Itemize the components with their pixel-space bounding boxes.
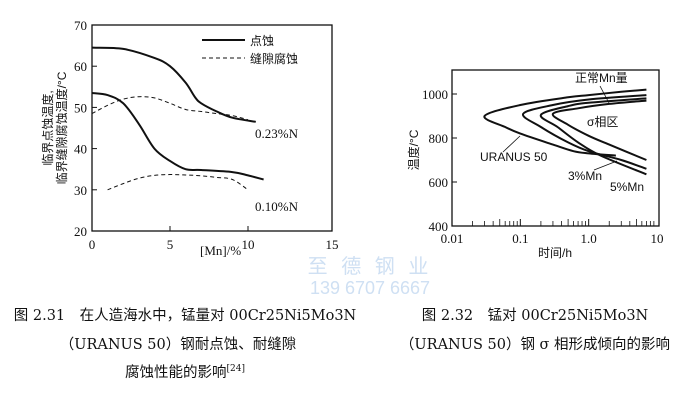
- x-tick-label: 10: [242, 237, 255, 252]
- x-tick-label: 0.01: [441, 231, 464, 246]
- x-tick-label: 10: [651, 231, 664, 246]
- annotation-sigma-region: σ相区: [587, 115, 618, 129]
- watermark-phone: 139 6707 6667: [309, 278, 431, 298]
- annotation-leader: [593, 160, 618, 171]
- plot-frame: [91, 24, 333, 232]
- y-tick-label: 60: [74, 59, 87, 74]
- annotation-3mn: 3%Mn: [568, 169, 602, 183]
- caption-left-text: 腐蚀性能的影响: [125, 365, 227, 381]
- series-solid-010: [91, 91, 264, 181]
- y-tick-label: 30: [74, 183, 87, 198]
- x-tick-label: 0: [89, 237, 96, 252]
- annotation-5mn: 5%Mn: [610, 180, 644, 194]
- y-axis-label-2: 临界缝隙腐蚀温度/°C: [54, 71, 69, 184]
- annotation-023N: 0.23%N: [255, 126, 299, 141]
- series-dashed-023: [91, 96, 249, 121]
- x-tick-label: 0.1: [512, 231, 528, 246]
- caption-right-line1: 图 2.32 锰对 00Cr25Ni5Mo3N: [421, 308, 649, 324]
- y-tick-label: 600: [429, 175, 449, 190]
- caption-left-line1: 图 2.31 在人造海水中，锰量对 00Cr25Ni5Mo3N: [13, 308, 357, 324]
- caption-left-line2: （URANUS 50）钢耐点蚀、耐缝隙: [59, 337, 297, 353]
- series-dashed-010: [107, 174, 249, 191]
- y-tick-label: 70: [74, 18, 87, 33]
- chart-mn-corrosion: 20 30 40 50 60 70 0 5 10 15 点蚀 缝隙腐蚀 0.23%N 0.10%N…: [40, 18, 339, 258]
- c-curve-3mn: [522, 94, 647, 170]
- caption-right-line2: （URANUS 50）钢 σ 相形成倾向的影响: [399, 337, 671, 353]
- legend-crevice: 缝隙腐蚀: [250, 51, 298, 66]
- chart-sigma-phase: 400 600 800 1000 0.01 0.1 1.0 10 正常Mn量 σ相区 URAN…: [406, 69, 664, 260]
- y-tick-label: 40: [74, 142, 87, 157]
- caption-left-line3: 腐蚀性能的影响[24]: [125, 361, 245, 382]
- annotation-010N: 0.10%N: [255, 199, 299, 214]
- watermark-company: 至 德 钢 业: [307, 256, 433, 278]
- y-axis-label-1: 临界点蚀温度,: [40, 90, 55, 165]
- x-tick-label: 1.0: [581, 231, 597, 246]
- annotation-normal-mn: 正常Mn量: [575, 71, 628, 85]
- y-tick-label: 20: [74, 224, 87, 239]
- c-curve-uranus50: [483, 88, 647, 157]
- y-tick-label: 800: [429, 131, 449, 146]
- annotation-leader: [599, 85, 610, 104]
- y-tick-label: 1000: [422, 87, 448, 102]
- x-axis-label: [Mn]/%: [200, 243, 241, 258]
- legend-pitting: 点蚀: [250, 34, 274, 48]
- y-tick-label: 50: [74, 100, 87, 115]
- y-tick-label: 400: [429, 219, 449, 234]
- plot-frame: [451, 69, 660, 227]
- x-tick-label: 5: [167, 237, 174, 252]
- annotation-leader: [502, 135, 521, 153]
- x-tick-label: 15: [326, 237, 339, 252]
- annotation-uranus50: URANUS 50: [480, 150, 548, 164]
- caption-left-ref: [24]: [226, 364, 245, 375]
- y-axis-label: 温度/°C: [406, 129, 421, 170]
- series-solid-023: [91, 46, 256, 123]
- c-curve-5mn: [539, 97, 647, 176]
- c-curve-mn: [551, 99, 647, 161]
- x-axis-label: 时间/h: [538, 246, 572, 260]
